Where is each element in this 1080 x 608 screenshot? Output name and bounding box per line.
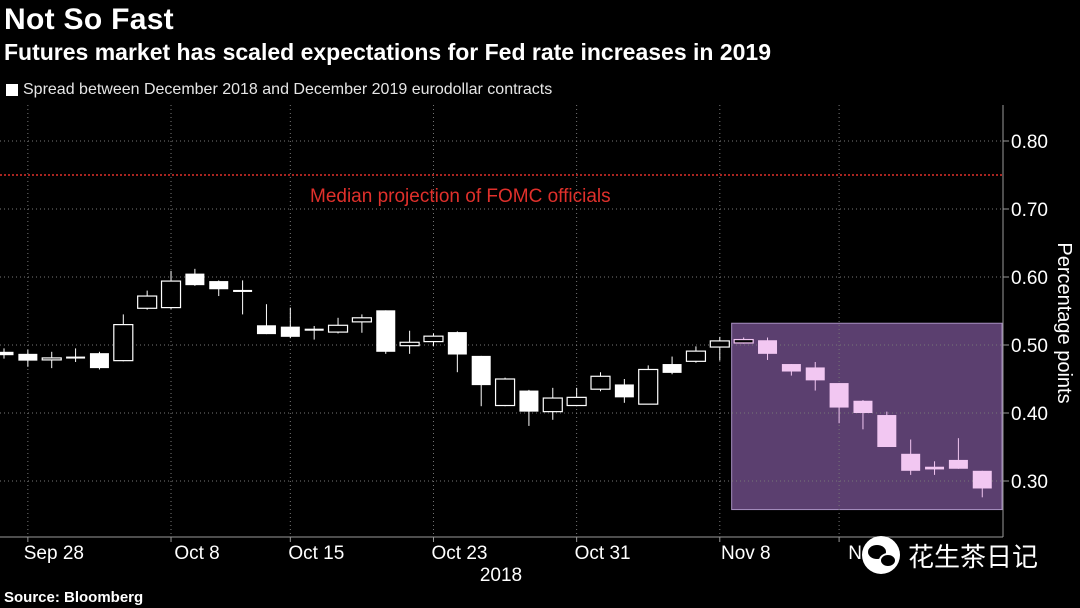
- reference-line-label: Median projection of FOMC officials: [310, 186, 611, 207]
- candle-body: [185, 273, 205, 286]
- candle-body: [758, 340, 778, 354]
- candle-body: [160, 280, 182, 309]
- chart-title: Not So Fast: [4, 3, 174, 36]
- watermark-text: 花生茶日记: [908, 541, 1039, 572]
- candle-body: [209, 281, 229, 290]
- x-year-label: 2018: [480, 565, 522, 586]
- candle-body: [709, 340, 730, 348]
- candle-body: [399, 341, 420, 347]
- x-tick-label: Sep 28: [24, 543, 84, 564]
- candle-body: [351, 317, 372, 323]
- candle-body: [925, 466, 945, 470]
- candle-body: [66, 356, 86, 359]
- wechat-logo-icon: [862, 536, 900, 574]
- x-tick-label: Oct 8: [174, 543, 219, 564]
- candle-body: [877, 415, 897, 447]
- candle-body: [113, 324, 134, 362]
- candle-body: [829, 383, 849, 408]
- legend-swatch: [6, 84, 18, 96]
- candle-body: [519, 390, 539, 412]
- candle-body: [41, 357, 62, 361]
- candle-body: [853, 400, 873, 413]
- candle-body: [137, 295, 158, 309]
- candle-body: [614, 384, 634, 398]
- candle-body: [638, 368, 659, 405]
- candle-body: [662, 364, 682, 373]
- candle-body: [566, 396, 587, 407]
- highlight-region: [731, 322, 1003, 511]
- candle-body: [0, 351, 14, 356]
- candle-body: [447, 332, 467, 355]
- candle-body: [256, 325, 276, 335]
- candle-body: [423, 335, 444, 343]
- candle-body: [18, 353, 38, 361]
- candle-body: [542, 397, 563, 413]
- y-tick-label: 0.70: [1011, 200, 1048, 221]
- y-tick-label: 0.80: [1011, 132, 1048, 153]
- y-tick-label: 0.50: [1011, 336, 1048, 357]
- y-tick-label: 0.60: [1011, 268, 1048, 289]
- y-tick-label: 0.40: [1011, 404, 1048, 425]
- candle-body: [972, 470, 992, 489]
- candle-body: [901, 453, 921, 471]
- candle-body: [327, 324, 349, 333]
- candle-body: [89, 353, 109, 369]
- candle-body: [733, 338, 754, 344]
- legend-label: Spread between December 2018 and Decembe…: [23, 81, 553, 98]
- legend: Spread between December 2018 and Decembe…: [6, 81, 552, 99]
- watermark: 花生茶日记: [862, 536, 1038, 574]
- x-tick-label: Oct 23: [431, 543, 487, 564]
- candle-body: [304, 328, 324, 331]
- candle-body: [590, 375, 611, 390]
- candle-body: [233, 289, 253, 292]
- chart-subtitle: Futures market has scaled expectations f…: [4, 39, 772, 65]
- candle-body: [948, 459, 968, 469]
- source-note: Source: Bloomberg: [4, 589, 144, 606]
- candle-body: [781, 364, 801, 372]
- candle-body: [494, 378, 516, 407]
- candle-body: [280, 326, 300, 337]
- y-tick-label: 0.30: [1011, 472, 1048, 493]
- candle-body: [685, 350, 707, 362]
- x-tick-label: Nov 8: [721, 543, 771, 564]
- x-tick-label: Oct 31: [575, 543, 631, 564]
- y-axis-title: Percentage points: [1053, 242, 1075, 403]
- candle-body: [471, 355, 491, 386]
- candle-body: [805, 367, 825, 381]
- x-tick-label: Oct 15: [288, 543, 344, 564]
- candle-body: [376, 310, 396, 352]
